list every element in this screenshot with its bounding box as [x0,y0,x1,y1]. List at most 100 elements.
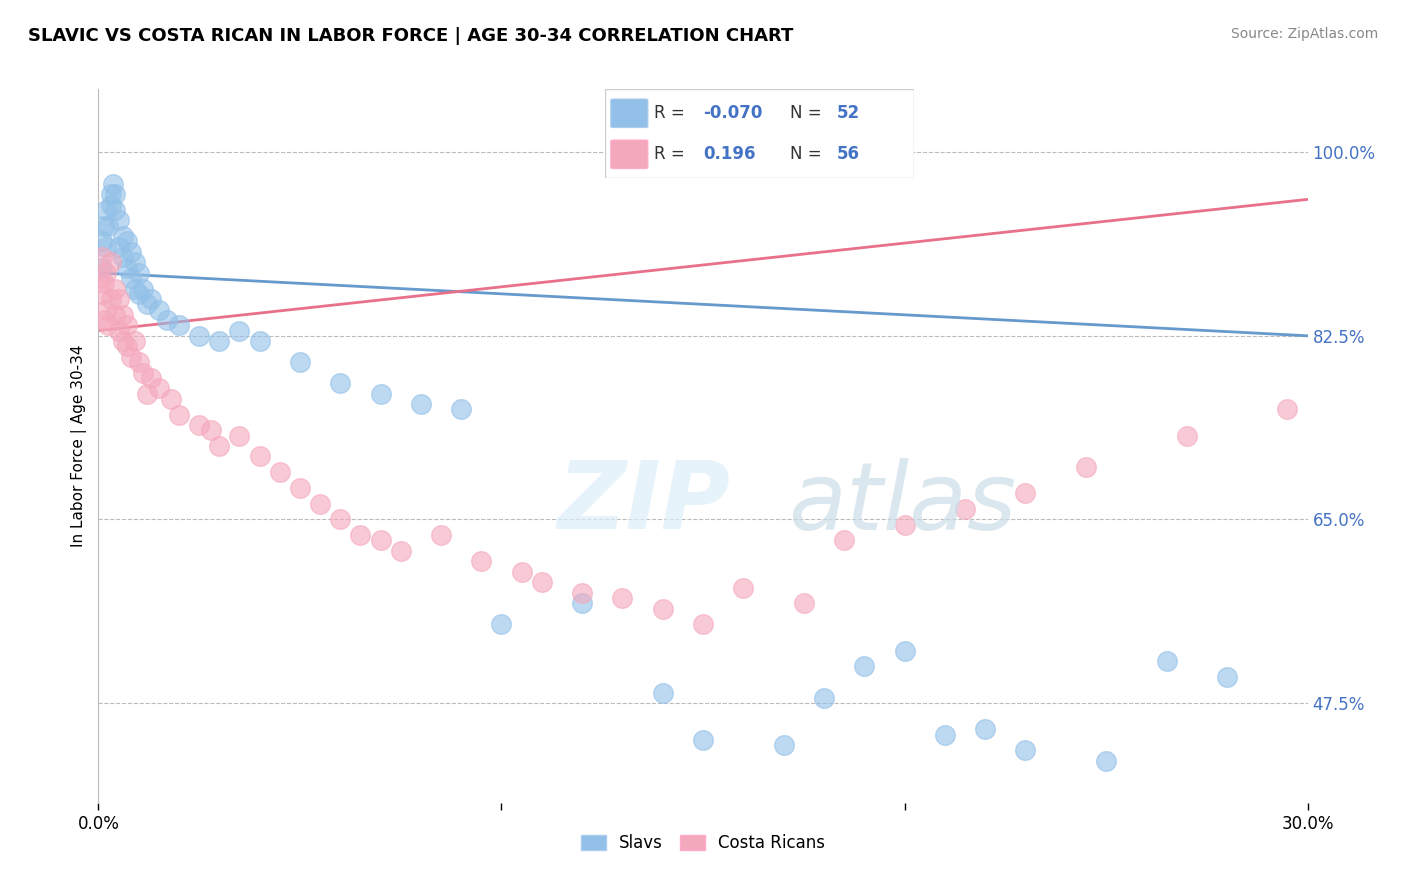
Point [93,277,115,291]
Point [124,282,146,296]
Point [103,187,125,202]
Point [115,260,138,275]
Point [135,297,157,311]
Point [370,533,392,548]
Point [288,481,311,495]
Point [1095,754,1118,768]
Point [101,177,124,191]
Point [100,255,122,269]
Point [93,219,115,233]
Point [200,423,222,437]
Point [349,528,371,542]
Point [832,533,855,548]
Point [167,408,190,422]
Legend: Slavs, Costa Ricans: Slavs, Costa Ricans [574,828,832,859]
Point [893,517,915,532]
Point [160,392,183,406]
Text: N =: N = [790,145,821,163]
Point [100,197,122,211]
Point [571,596,593,610]
Point [269,465,291,479]
Point [188,328,211,343]
Point [692,617,714,632]
Point [1277,402,1299,417]
Point [156,313,179,327]
Point [89,271,111,285]
Point [128,355,150,369]
Point [124,255,146,269]
Point [96,202,118,217]
Point [1014,743,1036,757]
Point [167,318,190,333]
Point [132,282,155,296]
Point [96,266,118,280]
Point [188,417,211,432]
Point [100,187,122,202]
Point [249,334,271,348]
Point [1074,460,1097,475]
Point [120,350,142,364]
Point [148,302,170,317]
FancyBboxPatch shape [610,99,648,128]
Point [228,428,250,442]
Point [450,402,472,417]
Point [953,502,976,516]
Point [100,292,122,306]
Point [208,334,231,348]
Point [249,450,271,464]
Point [91,235,114,249]
Point [135,386,157,401]
Point [107,324,129,338]
Point [96,302,118,317]
Point [107,213,129,227]
Point [430,528,453,542]
Point [651,685,673,699]
Point [733,581,755,595]
Point [813,690,835,705]
Point [651,601,673,615]
Point [93,313,115,327]
Point [96,239,118,253]
Point [893,643,915,657]
Text: Source: ZipAtlas.com: Source: ZipAtlas.com [1230,27,1378,41]
Point [115,235,138,249]
Text: 56: 56 [837,145,859,163]
Point [1216,670,1239,684]
Point [91,250,114,264]
Point [974,723,997,737]
Point [389,544,412,558]
Point [208,439,231,453]
Point [115,339,138,353]
Point [1175,428,1198,442]
Text: R =: R = [654,104,685,122]
Point [128,286,150,301]
Point [491,617,513,632]
Point [120,244,142,259]
Text: R =: R = [654,145,685,163]
Text: 0.196: 0.196 [703,145,756,163]
Point [120,271,142,285]
Text: atlas: atlas [787,458,1017,549]
Text: 52: 52 [837,104,859,122]
Point [103,282,125,296]
Text: -0.070: -0.070 [703,104,763,122]
Point [124,334,146,348]
Point [370,386,392,401]
Point [1156,654,1178,668]
Point [934,728,956,742]
Point [111,229,134,244]
Point [107,239,129,253]
Point [103,308,125,322]
Point [329,376,352,390]
Point [288,355,311,369]
Point [111,308,134,322]
Point [1014,486,1036,500]
Point [97,318,120,333]
Point [853,659,876,673]
Point [329,512,352,526]
Point [115,318,138,333]
Text: ZIP: ZIP [558,457,731,549]
Point [228,324,250,338]
FancyBboxPatch shape [610,140,648,169]
Point [612,591,634,606]
